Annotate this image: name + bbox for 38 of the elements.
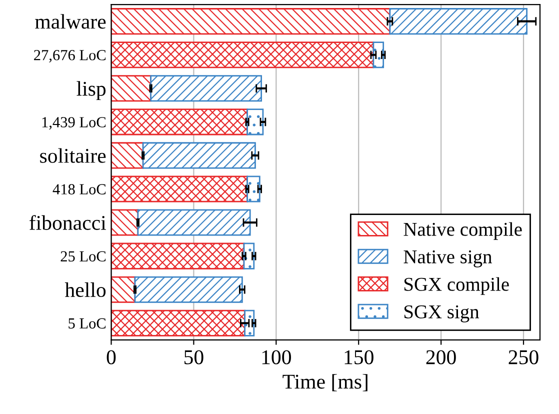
x-tick-label: 200 [426, 350, 456, 364]
bar [111, 176, 248, 202]
bar [389, 8, 528, 35]
bar [111, 8, 391, 35]
legend-label: SGX compile [404, 277, 509, 295]
x-tick-label: 150 [344, 350, 374, 364]
bar [246, 108, 264, 136]
bar [246, 176, 260, 202]
x-tick-label: 0 [106, 350, 116, 364]
y-tick-label: 27,676 LoC [34, 50, 106, 63]
legend-label: SGX sign [404, 305, 480, 322]
y-tick-label: solitaire [40, 148, 106, 163]
x-tick-label: 50 [184, 350, 204, 364]
y-tick-label: malware [35, 14, 106, 29]
y-tick-label: 418 LoC [52, 184, 106, 194]
y-tick-label: 5 LoC [68, 318, 106, 329]
bar [111, 242, 245, 270]
bar [134, 276, 243, 303]
x-tick-label: 250 [508, 350, 538, 364]
y-tick-label: lisp [76, 81, 106, 100]
bar [150, 75, 262, 102]
bar [111, 310, 246, 336]
bar [111, 108, 248, 136]
y-tick-label: fibonacci [30, 215, 106, 230]
bar [111, 75, 152, 102]
bar [111, 276, 136, 303]
bar [111, 142, 144, 169]
bar [142, 142, 256, 169]
y-tick-label: 25 LoC [60, 251, 106, 262]
bar [137, 209, 251, 236]
x-axis-title: Time [ms] [282, 374, 368, 392]
x-tick-label: 100 [262, 350, 291, 364]
y-tick-label: 1,439 LoC [42, 117, 106, 130]
legend-label: Native sign [404, 250, 492, 268]
bar [111, 42, 374, 68]
y-tick-label: hello [64, 282, 106, 298]
bar [111, 209, 139, 236]
legend-label: Native compile [404, 222, 522, 240]
